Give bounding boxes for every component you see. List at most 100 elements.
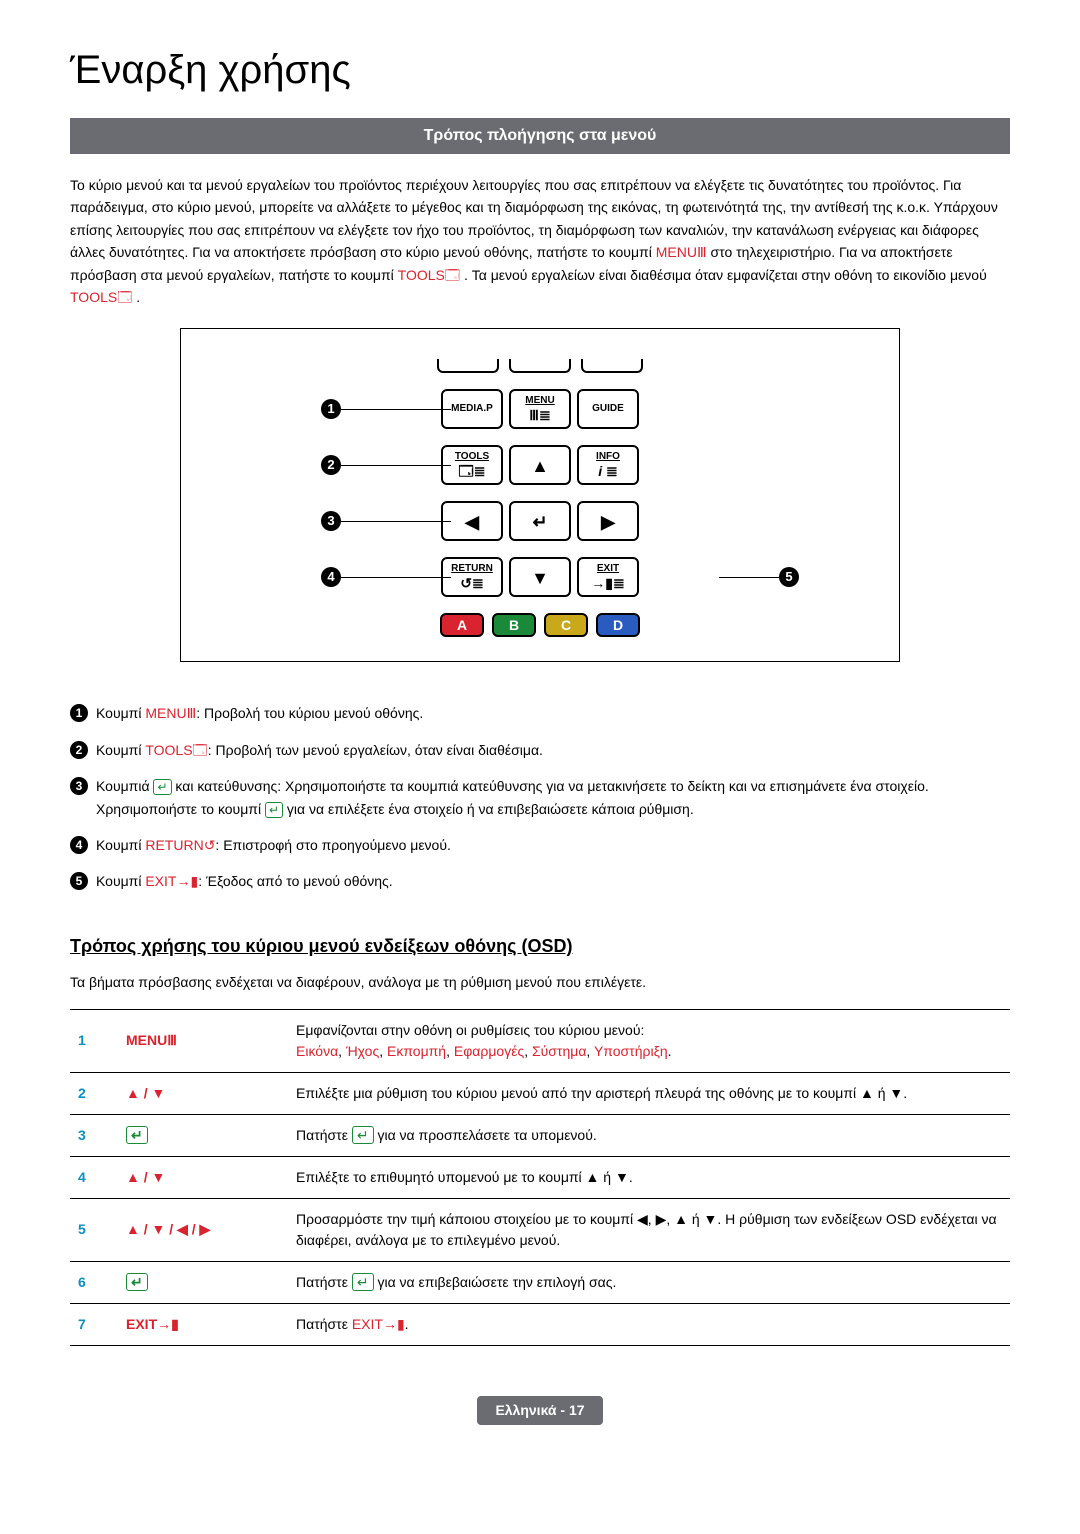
- exit-icon: →▮: [176, 873, 198, 889]
- legend-item-5: 5 Κουμπί EXIT→▮: Έξοδος από το μενού οθό…: [70, 870, 1010, 892]
- tools-button-icon: 🗔≣: [459, 464, 486, 478]
- step-number: 7: [70, 1303, 118, 1345]
- callout-line: [719, 577, 779, 578]
- remote-row-1: 1 MEDIA.P MENUⅢ≣ GUIDE: [221, 389, 859, 429]
- stub: [509, 359, 571, 373]
- desc-post: .: [405, 1316, 409, 1332]
- step-row-3: 3 ↵ Πατήστε ↵ για να προσπελάσετε τα υπο…: [70, 1114, 1010, 1156]
- footer-lang: Ελληνικά: [495, 1402, 556, 1418]
- up-arrow-button[interactable]: ▲: [509, 445, 571, 485]
- return-icon: ↺: [204, 837, 216, 853]
- step-row-4: 4 ▲ / ▼ Επιλέξτε το επιθυμητό υπομενού μ…: [70, 1156, 1010, 1198]
- callout-2: 2: [321, 455, 341, 475]
- step-control: ▲ / ▼: [118, 1072, 288, 1114]
- step-description: Πατήστε ↵ για να επιβεβαιώσετε την επιλο…: [288, 1261, 1010, 1303]
- enter-icon: ↵: [532, 513, 547, 531]
- callout-line: [341, 465, 451, 466]
- guide-button[interactable]: GUIDE: [577, 389, 639, 429]
- desc-post: για να επιβεβαιώσετε την επιλογή σας.: [374, 1274, 617, 1290]
- step-description: Επιλέξτε μια ρύθμιση του κύριου μενού απ…: [288, 1072, 1010, 1114]
- step-description: Επιλέξτε το επιθυμητό υπομενού με το κου…: [288, 1156, 1010, 1198]
- legend-item-2: 2 Κουμπί TOOLS🗔: Προβολή των μενού εργαλ…: [70, 739, 1010, 761]
- callout-4: 4: [321, 567, 341, 587]
- legend-item-1: 1 Κουμπί MENUⅢ: Προβολή του κύριου μενού…: [70, 702, 1010, 724]
- menu-button-icon: Ⅲ≣: [529, 408, 550, 422]
- footer-sep: -: [557, 1402, 569, 1418]
- desc-pre: Πατήστε: [296, 1274, 352, 1290]
- legend-label: RETURN: [145, 837, 203, 853]
- menu-icon: Ⅲ: [697, 244, 707, 260]
- color-b-button[interactable]: B: [492, 613, 536, 637]
- down-arrow-button[interactable]: ▼: [509, 557, 571, 597]
- up-arrow-icon: ▲: [531, 457, 549, 475]
- menu-label: MENU: [525, 396, 554, 406]
- step-number: 5: [70, 1198, 118, 1261]
- exit-icon: →▮: [383, 1316, 405, 1332]
- remote-row-4: 4 RETURN↺≣ ▼ EXIT→▮≣ 5: [221, 557, 859, 597]
- info-button[interactable]: INFOi ≣: [577, 445, 639, 485]
- remote-row-3: 3 ◀ ↵ ▶: [221, 501, 859, 541]
- remote-stubs-row: [221, 359, 859, 373]
- intro-paragraph: Το κύριο μενού και τα μενού εργαλείων το…: [70, 174, 1010, 308]
- info-button-icon: i ≣: [598, 464, 618, 478]
- osd-steps-table: 1 MENUⅢ Εμφανίζονται στην οθόνη οι ρυθμί…: [70, 1009, 1010, 1346]
- step-number: 2: [70, 1072, 118, 1114]
- legend-item-4: 4 Κουμπί RETURN↺: Επιστροφή στο προηγούμ…: [70, 834, 1010, 856]
- legend-text: Κουμπιά ↵ και κατεύθυνσης: Χρησιμοποιήστ…: [96, 775, 1010, 820]
- intro-text-3: . Τα μενού εργαλείων είναι διαθέσιμα ότα…: [464, 267, 987, 283]
- legend-text: Κουμπί MENUⅢ: Προβολή του κύριου μενού ο…: [96, 702, 1010, 724]
- step-description: Πατήστε ↵ για να προσπελάσετε τα υπομενο…: [288, 1114, 1010, 1156]
- enter-icon: ↵: [352, 1126, 374, 1144]
- ctrl-arrows: ▲ / ▼: [126, 1169, 165, 1185]
- legend-num: 4: [70, 836, 88, 854]
- section-header: Τρόπος πλοήγησης στα μενού: [70, 118, 1010, 154]
- legend-label: TOOLS: [145, 742, 192, 758]
- legend-text: Κουμπί TOOLS🗔: Προβολή των μενού εργαλεί…: [96, 739, 1010, 761]
- desc-post: για να προσπελάσετε τα υπομενού.: [374, 1127, 597, 1143]
- tools-label-inline: TOOLS: [398, 267, 445, 283]
- step-row-6: 6 ↵ Πατήστε ↵ για να επιβεβαιώσετε την ε…: [70, 1261, 1010, 1303]
- menu-item: Σύστημα: [532, 1043, 586, 1059]
- intro-text-4: .: [136, 289, 140, 305]
- color-buttons-row: A B C D: [221, 613, 859, 637]
- legend-desc: : Επιστροφή στο προηγούμενο μενού.: [215, 837, 450, 853]
- menu-item: Εκπομπή: [387, 1043, 446, 1059]
- color-d-button[interactable]: D: [596, 613, 640, 637]
- tools-icon: 🗔: [445, 267, 460, 283]
- color-a-button[interactable]: A: [440, 613, 484, 637]
- exit-button[interactable]: EXIT→▮≣: [577, 557, 639, 597]
- enter-icon: ↵: [153, 779, 171, 795]
- step-number: 4: [70, 1156, 118, 1198]
- legend-num: 1: [70, 704, 88, 722]
- step-row-1: 1 MENUⅢ Εμφανίζονται στην οθόνη οι ρυθμί…: [70, 1009, 1010, 1072]
- ctrl-arrows: ▲ / ▼: [126, 1085, 165, 1101]
- menu-icon: Ⅲ: [187, 705, 197, 721]
- step-number: 6: [70, 1261, 118, 1303]
- menu-item: Εφαρμογές: [454, 1043, 524, 1059]
- legend-num: 3: [70, 777, 88, 795]
- callout-line: [341, 409, 451, 410]
- step-control: MENUⅢ: [118, 1009, 288, 1072]
- menu-item: Ήχος: [346, 1043, 379, 1059]
- enter-button[interactable]: ↵: [509, 501, 571, 541]
- tools-icon: 🗔: [193, 742, 208, 758]
- ctrl-label: EXIT: [126, 1316, 157, 1332]
- step-row-5: 5 ▲ / ▼ / ◀ / ▶ Προσαρμόστε την τιμή κάπ…: [70, 1198, 1010, 1261]
- menu-button[interactable]: MENU Ⅲ≣: [509, 389, 571, 429]
- callout-5: 5: [779, 567, 799, 587]
- enter-icon: ↵: [126, 1273, 148, 1291]
- ctrl-arrows: ▲ / ▼ / ◀ / ▶: [126, 1221, 210, 1237]
- color-c-button[interactable]: C: [544, 613, 588, 637]
- enter-icon: ↵: [126, 1126, 148, 1144]
- step-control: EXIT→▮: [118, 1303, 288, 1345]
- callout-line: [341, 521, 451, 522]
- media-p-label: MEDIA.P: [451, 404, 493, 414]
- legend-desc: : Προβολή των μενού εργαλείων, όταν είνα…: [208, 742, 543, 758]
- step-description: Προσαρμόστε την τιμή κάποιου στοιχείου μ…: [288, 1198, 1010, 1261]
- ctrl-label: MENU: [126, 1032, 167, 1048]
- legend-num: 2: [70, 741, 88, 759]
- remote-diagram: 1 MEDIA.P MENUⅢ≣ GUIDE 2 TOOLS🗔≣ ▲ INFOi…: [180, 328, 900, 662]
- exit-icon: →▮: [157, 1316, 179, 1332]
- step-desc-menu-items: Εικόνα, Ήχος, Εκπομπή, Εφαρμογές, Σύστημ…: [296, 1041, 1002, 1062]
- right-arrow-button[interactable]: ▶: [577, 501, 639, 541]
